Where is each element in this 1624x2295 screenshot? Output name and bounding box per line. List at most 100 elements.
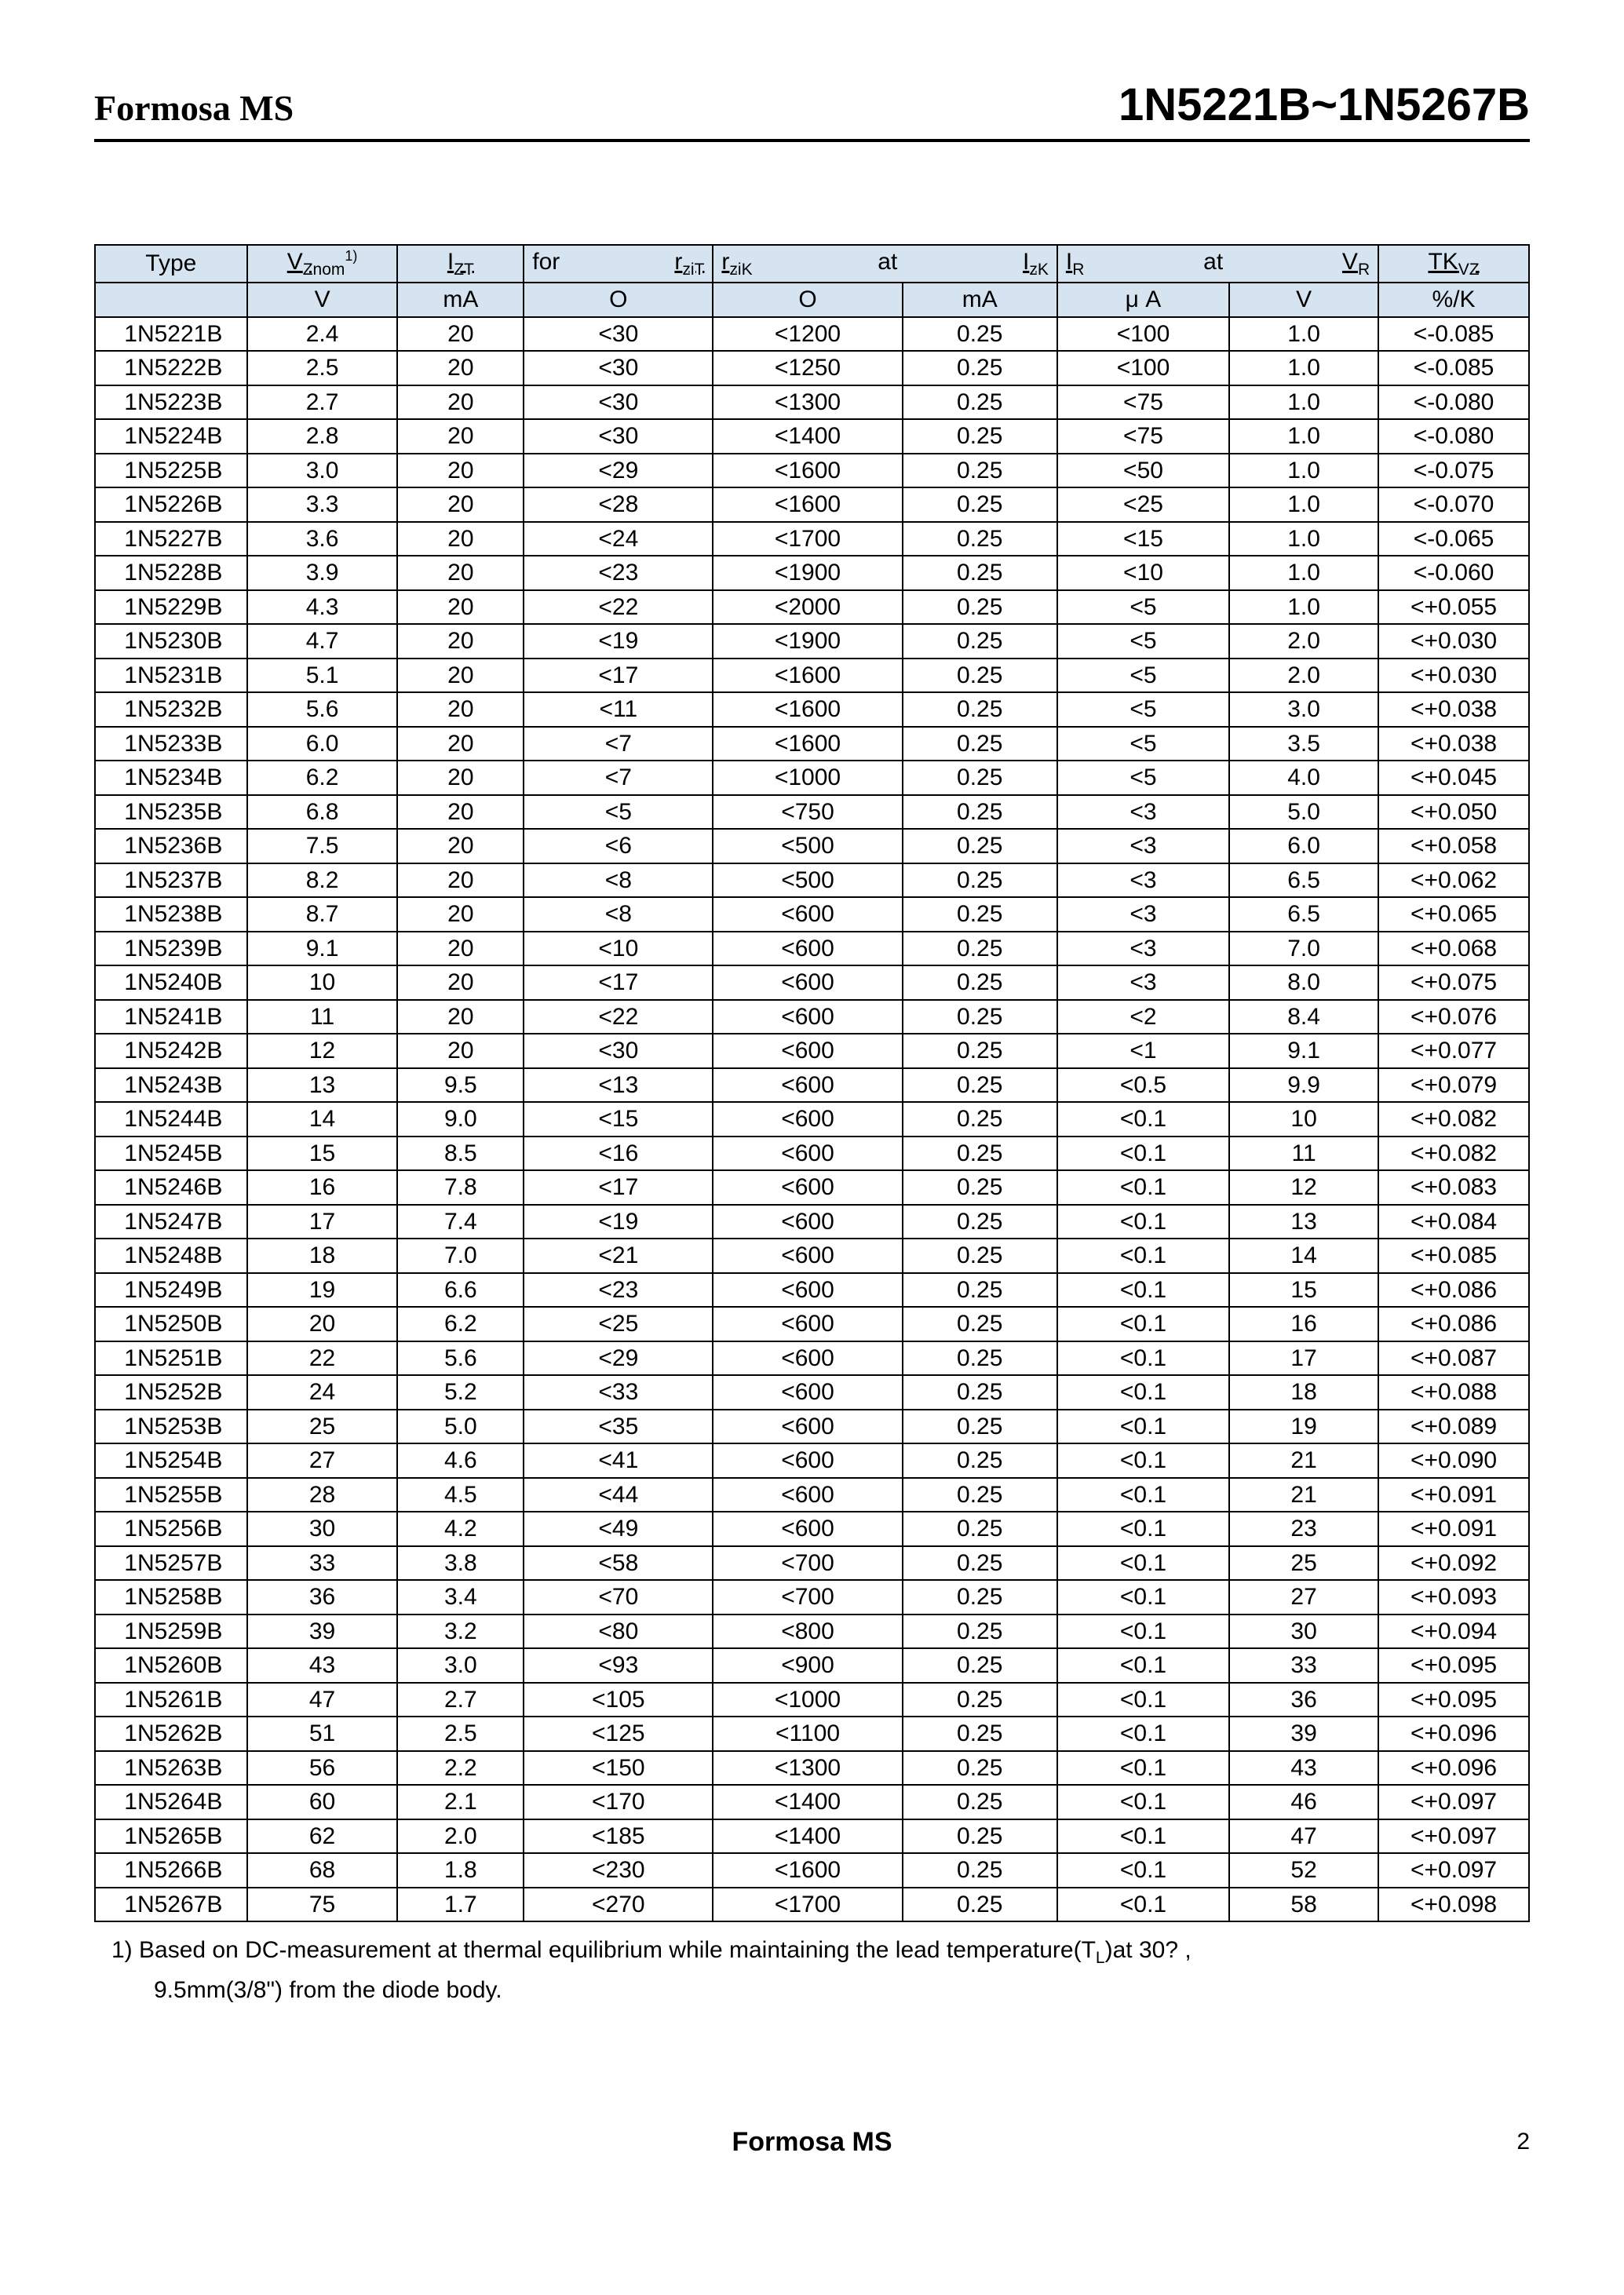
cell: <15	[1057, 522, 1229, 556]
cell: <0.1	[1057, 1648, 1229, 1683]
cell: 1.0	[1229, 454, 1378, 488]
cell: 1N5234B	[95, 761, 247, 795]
cell: 0.25	[903, 897, 1057, 932]
cell: 2.0	[1229, 659, 1378, 693]
table-row: 1N5223B2.720<30<13000.25<751.0<-0.080	[95, 385, 1529, 420]
unit-c3: mA	[397, 283, 524, 317]
table-header: Type VZnom1) IZT for rziT rziK at IzK	[95, 245, 1529, 317]
cell: 0.25	[903, 692, 1057, 727]
table-row: 1N5255B284.5<44<6000.25<0.121<+0.091	[95, 1478, 1529, 1512]
cell: <+0.038	[1378, 727, 1529, 761]
cell: 1.0	[1229, 556, 1378, 590]
cell: <0.1	[1057, 1410, 1229, 1444]
cell: 5.0	[397, 1410, 524, 1444]
cell: 20	[397, 590, 524, 625]
cell: <600	[713, 897, 902, 932]
cell: 25	[247, 1410, 398, 1444]
cell: 6.2	[397, 1307, 524, 1341]
cell: 23	[1229, 1512, 1378, 1546]
cell: <5	[1057, 692, 1229, 727]
cell: <1300	[713, 1751, 902, 1786]
cell: 75	[247, 1888, 398, 1922]
cell: 1N5258B	[95, 1580, 247, 1615]
cell: <0.5	[1057, 1068, 1229, 1103]
page-number: 2	[1516, 2129, 1530, 2155]
cell: <105	[524, 1683, 713, 1717]
cell: <17	[524, 1170, 713, 1205]
cell: 0.25	[903, 1648, 1057, 1683]
cell: 1N5251B	[95, 1341, 247, 1376]
cell: 4.6	[397, 1443, 524, 1478]
cell: <600	[713, 1068, 902, 1103]
cell: <30	[524, 385, 713, 420]
cell: 1N5255B	[95, 1478, 247, 1512]
table-row: 1N5245B158.5<16<6000.25<0.111<+0.082	[95, 1137, 1529, 1171]
cell: 19	[1229, 1410, 1378, 1444]
table-row: 1N5231B5.120<17<16000.25<52.0<+0.030	[95, 659, 1529, 693]
cell: <1250	[713, 351, 902, 385]
cell: <5	[1057, 590, 1229, 625]
cell: 51	[247, 1717, 398, 1751]
cell: 43	[1229, 1751, 1378, 1786]
cell: 20	[397, 1034, 524, 1068]
cell: <5	[1057, 659, 1229, 693]
cell: <600	[713, 932, 902, 966]
cell: 11	[1229, 1137, 1378, 1171]
cell: 3.3	[247, 487, 398, 522]
cell: 60	[247, 1785, 398, 1819]
cell: <1300	[713, 385, 902, 420]
cell: 0.25	[903, 556, 1057, 590]
cell: 20	[397, 624, 524, 659]
cell: 39	[247, 1615, 398, 1649]
cell: 0.25	[903, 1546, 1057, 1581]
cell: 7.8	[397, 1170, 524, 1205]
cell: 9.9	[1229, 1068, 1378, 1103]
cell: <0.1	[1057, 1170, 1229, 1205]
unit-c9: %/K	[1378, 283, 1529, 317]
cell: 9.1	[247, 932, 398, 966]
table-row: 1N5257B333.8<58<7000.25<0.125<+0.092	[95, 1546, 1529, 1581]
cell: <230	[524, 1853, 713, 1888]
cell: 21	[1229, 1443, 1378, 1478]
cell: 6.5	[1229, 897, 1378, 932]
cell: 47	[1229, 1819, 1378, 1854]
table-row: 1N5234B6.220<7<10000.25<54.0<+0.045	[95, 761, 1529, 795]
brand-title: Formosa MS	[94, 87, 294, 129]
cell: <2	[1057, 1000, 1229, 1034]
cell: <5	[524, 795, 713, 830]
cell: 1N5227B	[95, 522, 247, 556]
cell: 5.1	[247, 659, 398, 693]
cell: <270	[524, 1888, 713, 1922]
cell: <1400	[713, 1819, 902, 1854]
cell: 15	[1229, 1273, 1378, 1308]
cell: <600	[713, 1273, 902, 1308]
cell: <+0.095	[1378, 1648, 1529, 1683]
cell: <700	[713, 1546, 902, 1581]
cell: 2.5	[397, 1717, 524, 1751]
table-row: 1N5230B4.720<19<19000.25<52.0<+0.030	[95, 624, 1529, 659]
cell: 20	[247, 1307, 398, 1341]
cell: <125	[524, 1717, 713, 1751]
cell: <1600	[713, 692, 902, 727]
cell: <+0.093	[1378, 1580, 1529, 1615]
table-row: 1N5229B4.320<22<20000.25<51.0<+0.055	[95, 590, 1529, 625]
cell: <24	[524, 522, 713, 556]
cell: <600	[713, 1410, 902, 1444]
cell: 25	[1229, 1546, 1378, 1581]
cell: 1N5223B	[95, 385, 247, 420]
cell: <44	[524, 1478, 713, 1512]
cell: <150	[524, 1751, 713, 1786]
cell: 0.25	[903, 419, 1057, 454]
cell: 1N5230B	[95, 624, 247, 659]
footer-brand: Formosa MS	[732, 2127, 892, 2158]
cell: 0.25	[903, 1000, 1057, 1034]
table-row: 1N5266B681.8<230<16000.25<0.152<+0.097	[95, 1853, 1529, 1888]
cell: <500	[713, 863, 902, 898]
cell: <600	[713, 1443, 902, 1478]
cell: <1700	[713, 1888, 902, 1922]
cell: 1N5224B	[95, 419, 247, 454]
unit-c6: mA	[903, 283, 1057, 317]
th-tkvz: TKVZ	[1378, 245, 1529, 283]
cell: <3	[1057, 863, 1229, 898]
cell: 20	[397, 727, 524, 761]
